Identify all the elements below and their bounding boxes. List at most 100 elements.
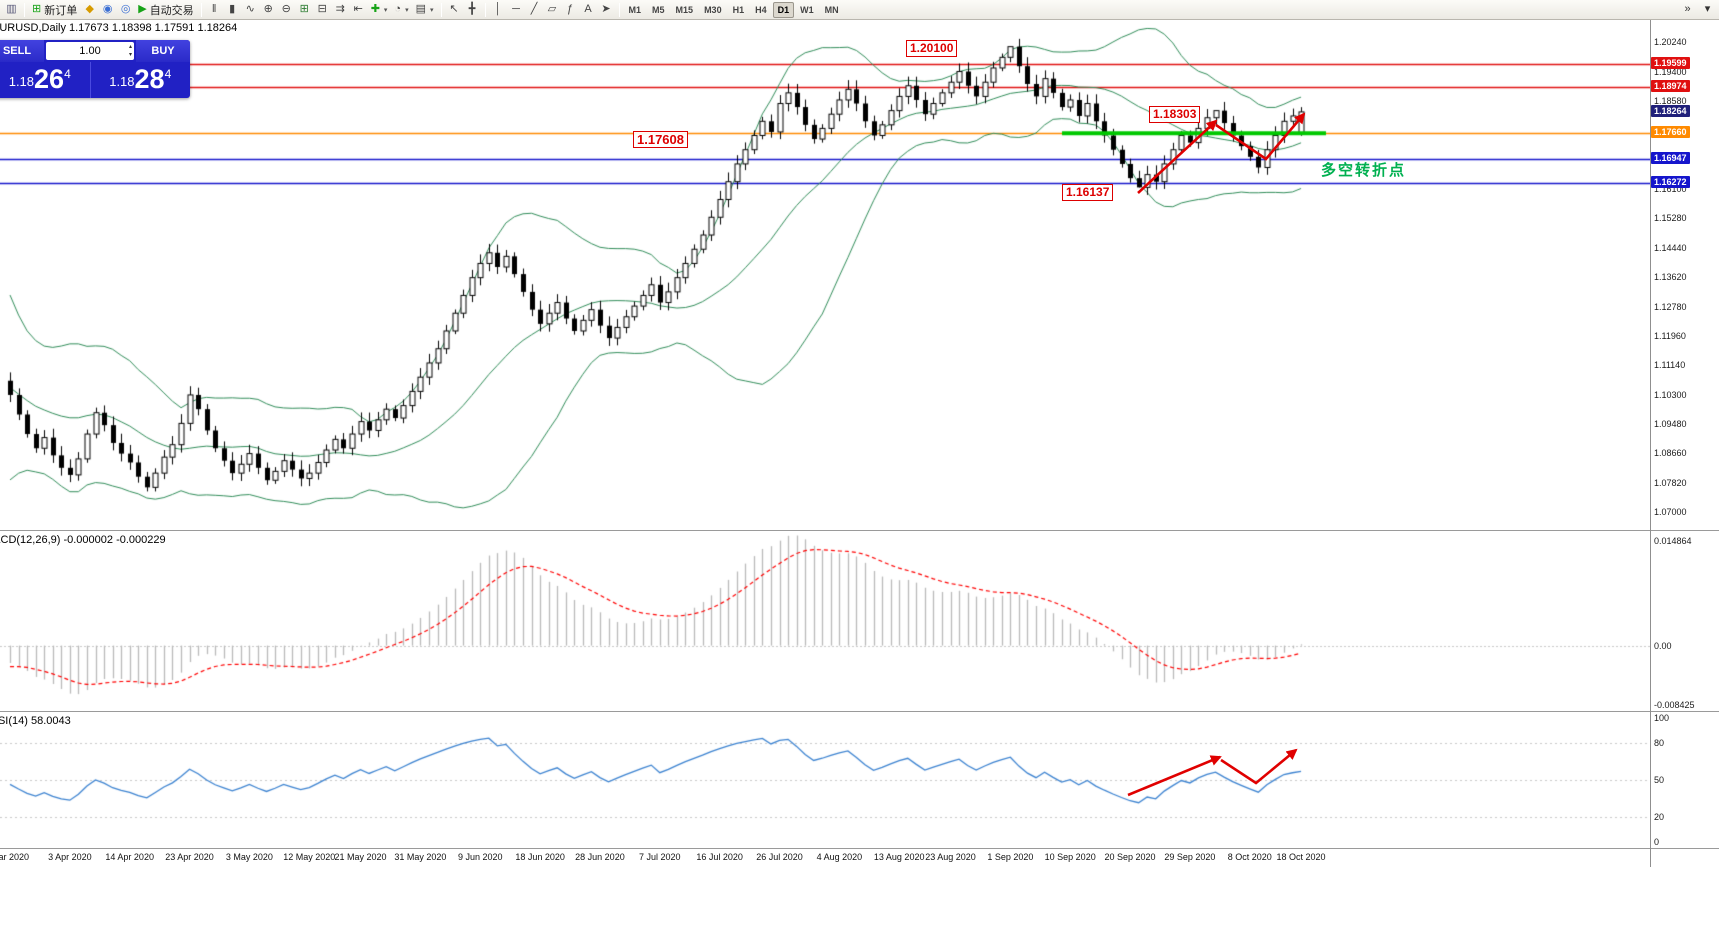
price-axis-tag: 1.18264	[1651, 104, 1690, 117]
toolbar-separator	[24, 2, 25, 17]
timeframe-m1-button[interactable]: M1	[628, 4, 642, 15]
price-chart-plot[interactable]	[0, 20, 1650, 530]
rsi-axis-label: 0	[1654, 837, 1660, 847]
new-order-icon: ⊞	[32, 3, 42, 15]
auto-scroll-button[interactable]: ⇉	[332, 1, 349, 18]
toolbar-overflow-button[interactable]: »	[1679, 1, 1696, 18]
cascade-windows-button[interactable]: ⊟	[314, 1, 331, 18]
timeframe-h4-button[interactable]: H4	[755, 4, 767, 15]
toolbar-separator	[200, 2, 202, 17]
trendline-button[interactable]: ╱	[526, 1, 543, 18]
history-center-button[interactable]: ◉	[99, 1, 116, 18]
line-chart-button[interactable]: ∿	[242, 1, 259, 18]
chart-window: Mar 2020 3 Apr 2020 14 Apr 2020 23 Apr 2020…	[0, 20, 1719, 944]
zoom-in-button[interactable]: ⊕	[260, 1, 277, 18]
rsi-axis-label: 50	[1654, 775, 1665, 785]
price-axis-border	[1650, 20, 1651, 867]
main-toolbar: ▥ ⊞ 新订单 ◆ ◉ ◎ ▶ 自动交易 ‖ ▮ ∿ ⊕ ⊖ ⊞ ⊟ ⇉ ⇤ ✚ ▾ ◔ ▾ ▤ ▾ ↖ ╋ │ ─ ╱ ▱ ƒ A ➤ M1 M…	[0, 0, 1719, 20]
date-axis[interactable]: Mar 2020 3 Apr 2020 14 Apr 2020 23 Apr 2020…	[0, 849, 1650, 867]
notifications-button[interactable]: ◆	[81, 1, 98, 18]
date-axis-label: 26 Jul 2020	[756, 852, 803, 862]
price-axis-tick: 1.07000	[1654, 507, 1687, 518]
bar-chart-button[interactable]: ‖	[206, 1, 223, 18]
date-axis-label: 14 Apr 2020	[105, 852, 154, 862]
sell-button[interactable]: SELL	[0, 40, 44, 62]
auto-trading-button[interactable]: ▶ 自动交易	[135, 1, 196, 18]
toolbar-overflow-button-icon: »	[1684, 3, 1691, 15]
date-axis-label: 29 Sep 2020	[1164, 852, 1216, 862]
chart-shift-icon: ⇤	[353, 3, 363, 15]
price-axis-tick: 1.18580	[1654, 95, 1687, 106]
date-axis-label: 23 Apr 2020	[165, 852, 214, 862]
buy-button[interactable]: BUY	[136, 40, 190, 62]
periods-clock-icon: ◔	[394, 3, 402, 15]
chart-shift-button[interactable]: ⇤	[350, 1, 367, 18]
toolbar-right-group: » ▾	[1679, 1, 1716, 18]
price-axis-tick: 1.08660	[1654, 448, 1687, 459]
candlestick-icon: ▮	[229, 3, 236, 15]
periods-button[interactable]: ◔ ▾	[391, 1, 411, 18]
indicators-icon: ✚	[370, 3, 380, 15]
price-axis-tick: 1.10300	[1654, 389, 1687, 400]
dropdown-caret-icon: ▾	[383, 6, 388, 14]
price-axis[interactable]: 1.202401.194001.185801.177601.169401.161…	[1651, 20, 1719, 867]
date-axis-label: 10 Sep 2020	[1044, 852, 1096, 862]
date-axis-border	[0, 848, 1719, 849]
timeframe-m5-button[interactable]: M5	[652, 4, 665, 15]
text-tool-button[interactable]: A	[580, 1, 597, 18]
timeframe-mn-button[interactable]: MN	[824, 4, 839, 15]
cascade-windows-icon: ⊟	[317, 3, 327, 15]
sell-price-point: 4	[64, 67, 71, 81]
price-axis-tick: 1.11140	[1654, 360, 1686, 371]
toolbar-customize-button[interactable]: ▾	[1699, 1, 1716, 18]
panel-splitter[interactable]	[0, 711, 1719, 712]
channel-button[interactable]: ▱	[544, 1, 561, 18]
templates-button[interactable]: ▤ ▾	[413, 1, 437, 18]
volume-input[interactable]: 1.00 ▴ ▾	[46, 42, 134, 60]
zoom-out-button[interactable]: ⊖	[278, 1, 295, 18]
vertical-line-button[interactable]: │	[490, 1, 507, 18]
timeframe-h1-button[interactable]: H1	[732, 4, 745, 15]
auto-trading-icon: ▶	[138, 3, 147, 15]
date-axis-label: 18 Oct 2020	[1276, 852, 1326, 862]
text-tool-icon: A	[584, 3, 592, 15]
channel-icon: ▱	[547, 3, 557, 15]
trendline-icon: ╱	[530, 3, 538, 15]
cursor-button[interactable]: ↖	[446, 1, 463, 18]
one-click-trading-panel: SELL 1.00 ▴ ▾ BUY 1.18 26 4	[0, 40, 190, 98]
bar-chart-icon: ‖	[211, 3, 217, 15]
rsi-axis-label: 80	[1654, 737, 1665, 748]
macd-plot[interactable]	[0, 531, 1650, 711]
toolbar-separator	[618, 2, 620, 17]
sell-price-button[interactable]: 1.18 26 4	[0, 62, 90, 98]
price-axis-tick: 1.12780	[1654, 301, 1687, 312]
new-order-button[interactable]: ⊞ 新订单	[29, 1, 80, 18]
crosshair-button[interactable]: ╋	[464, 1, 481, 18]
date-axis-label: 7 Jul 2020	[639, 852, 681, 862]
arrows-tool-button[interactable]: ➤	[598, 1, 615, 18]
fibonacci-icon: ƒ	[566, 3, 574, 15]
buy-price-button[interactable]: 1.18 28 4	[91, 62, 191, 98]
volume-increase-button[interactable]: ▴	[128, 44, 132, 50]
timeframe-d1-button[interactable]: D1	[772, 1, 795, 18]
auto-trading-button-label: 自动交易	[149, 4, 194, 17]
timeframe-w1-button[interactable]: W1	[800, 4, 814, 15]
buy-price-pips: 28	[134, 64, 165, 94]
indicators-button[interactable]: ✚ ▾	[368, 1, 391, 18]
volume-decrease-button[interactable]: ▾	[128, 52, 132, 58]
timeframe-m15-button[interactable]: M15	[675, 4, 694, 15]
date-axis-label: 9 Jun 2020	[457, 852, 503, 862]
charts-grid-button[interactable]: ▥	[3, 1, 20, 18]
tile-windows-button[interactable]: ⊞	[296, 1, 313, 18]
panel-splitter[interactable]	[0, 530, 1719, 531]
global-variables-button[interactable]: ◎	[117, 1, 134, 18]
global-variables-icon: ◎	[120, 3, 131, 15]
rsi-axis-label: 100	[1654, 713, 1670, 723]
timeframe-m30-button[interactable]: M30	[704, 4, 722, 15]
toolbar-customize-button-icon: ▾	[1704, 3, 1711, 15]
candlestick-chart-button[interactable]: ▮	[224, 1, 241, 18]
horizontal-line-button[interactable]: ─	[508, 1, 525, 18]
fibonacci-button[interactable]: ƒ	[562, 1, 579, 18]
vertical-line-icon: │	[494, 3, 502, 15]
rsi-plot[interactable]	[0, 712, 1650, 848]
